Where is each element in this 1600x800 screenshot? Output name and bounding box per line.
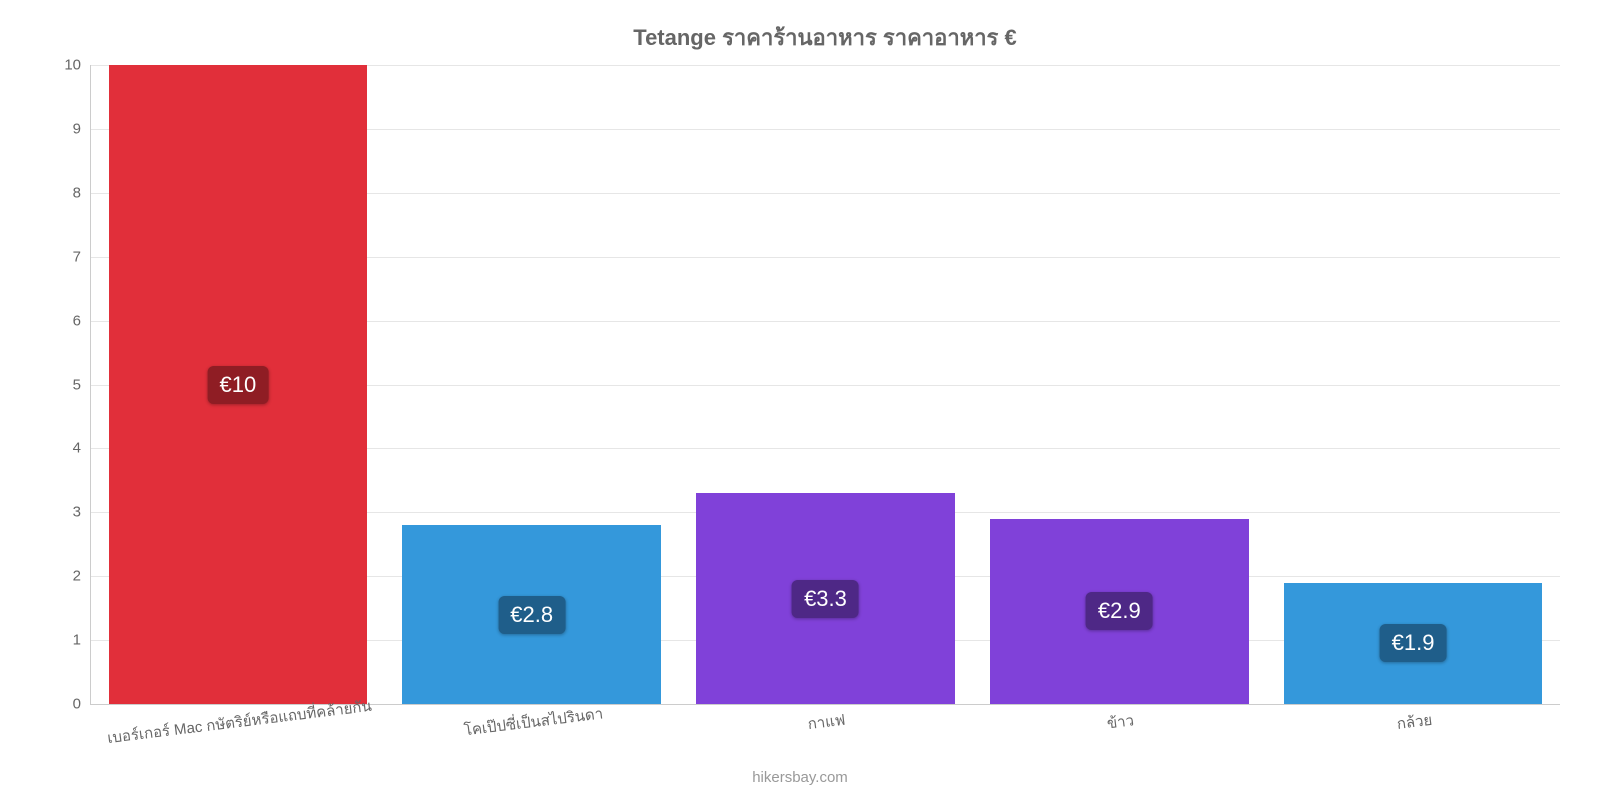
- y-tick-label: 8: [73, 184, 91, 201]
- y-tick-label: 10: [64, 57, 91, 74]
- y-tick-label: 9: [73, 120, 91, 137]
- bar: €1.9: [1284, 583, 1543, 704]
- bar-value-label: €10: [208, 366, 269, 404]
- y-tick-label: 4: [73, 440, 91, 457]
- y-tick-label: 5: [73, 376, 91, 393]
- x-axis-label: กาแฟ: [807, 708, 847, 736]
- bar-value-label: €2.8: [498, 596, 565, 634]
- bar-slot: €10: [91, 65, 385, 704]
- plot-area: 012345678910 €10€2.8€3.3€2.9€1.9 เบอร์เก…: [90, 65, 1560, 705]
- y-tick-label: 2: [73, 568, 91, 585]
- bar: €2.9: [990, 519, 1249, 704]
- bar: €2.8: [402, 525, 661, 704]
- bar-slot: €1.9: [1266, 65, 1560, 704]
- x-axis-label: ข้าว: [1106, 708, 1136, 735]
- y-tick-label: 1: [73, 632, 91, 649]
- y-tick-label: 3: [73, 504, 91, 521]
- y-tick-label: 6: [73, 312, 91, 329]
- chart-container: Tetange ราคาร้านอาหาร ราคาอาหาร € 0 1 2 3 4 5…: [0, 0, 1600, 800]
- bar: €3.3: [696, 493, 955, 704]
- bar-value-label: €2.9: [1086, 592, 1153, 630]
- x-axis-label: กล้วย: [1395, 708, 1433, 736]
- bar-slot: €2.8: [385, 65, 679, 704]
- y-tick-label: 0: [73, 696, 91, 713]
- bar-slot: €3.3: [679, 65, 973, 704]
- x-axis-label: โคเป๊ปซี่เป็นสไปรินดา: [462, 701, 604, 742]
- bar: €10: [109, 65, 368, 704]
- bar-slot: €2.9: [972, 65, 1266, 704]
- source-attribution: hikersbay.com: [752, 769, 848, 786]
- chart-title: Tetange ราคาร้านอาหาร ราคาอาหาร €: [90, 20, 1560, 55]
- bars-group: €10 €2.8 €3.3 €2.9 €1.9: [91, 65, 1560, 704]
- bar-value-label: €3.3: [792, 580, 859, 618]
- bar-value-label: €1.9: [1380, 624, 1447, 662]
- y-tick-label: 7: [73, 248, 91, 265]
